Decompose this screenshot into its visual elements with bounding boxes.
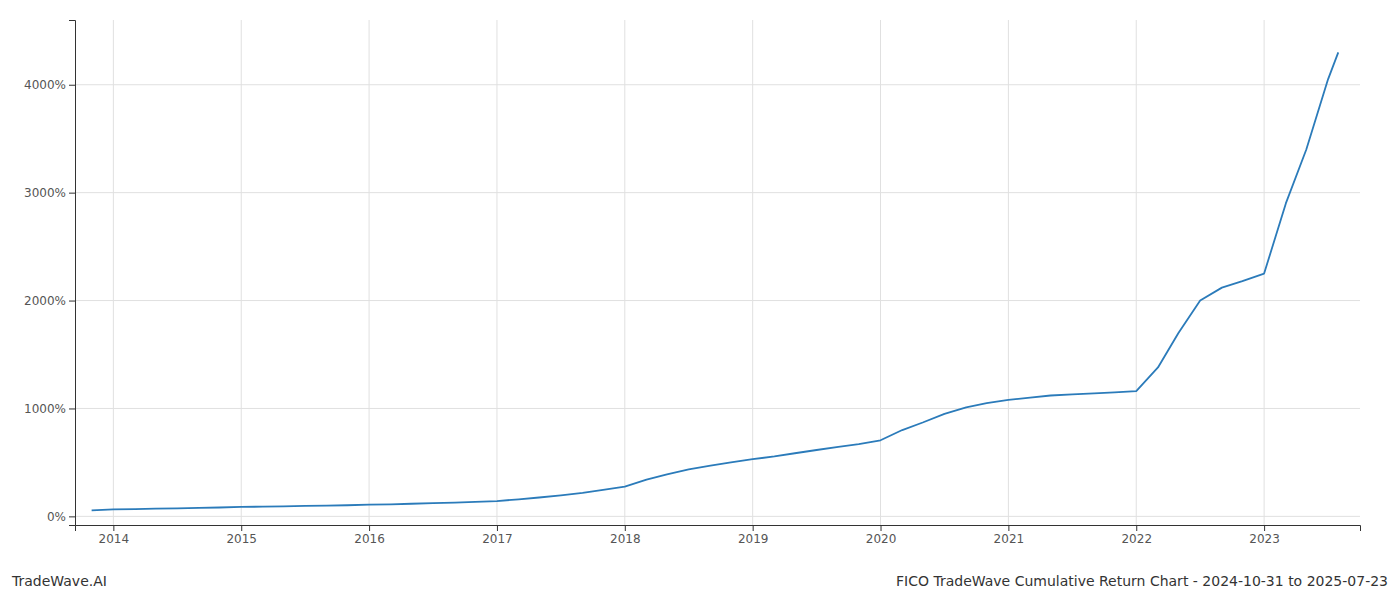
y-tick: 4000% — [24, 78, 75, 92]
title: FICO TradeWave Cumulative Return Chart -… — [896, 573, 1388, 589]
x-tick-mark — [1136, 525, 1137, 531]
y-tick-label: 0% — [47, 510, 66, 524]
x-grid-line — [369, 20, 370, 525]
x-tick-mark — [625, 525, 626, 531]
y-tick-label: 4000% — [24, 78, 66, 92]
x-grid-line — [880, 20, 881, 525]
y-grid-line — [75, 516, 1360, 517]
watermark: TradeWave.AI — [11, 573, 107, 589]
x-tick-mark — [113, 525, 114, 531]
line — [92, 52, 1339, 510]
x-tick-label: 2021 — [994, 532, 1025, 546]
y-grid-line — [75, 192, 1360, 193]
x-tick-mark — [241, 525, 242, 531]
x-tick-mark — [1008, 525, 1009, 531]
x-tick-mark — [369, 525, 370, 531]
x-tick: 2019 — [738, 525, 769, 546]
y-tick: 0% — [47, 510, 75, 524]
x-axis-line — [76, 526, 1361, 532]
x-tick: 2014 — [99, 525, 130, 546]
x-tick-label: 2018 — [610, 532, 641, 546]
x-tick-mark — [881, 525, 882, 531]
x-tick-mark — [753, 525, 754, 531]
x-tick-label: 2017 — [482, 532, 513, 546]
x-tick: 2020 — [866, 525, 897, 546]
y-tick-mark — [69, 301, 75, 302]
x-tick: 2016 — [354, 525, 385, 546]
x-tick-label: 2019 — [738, 532, 769, 546]
x-axis: 2014 2015 2016 2017 2018 2019 2020 2021 2022 2023 — [76, 525, 1361, 546]
x-tick: 2017 — [482, 525, 513, 546]
grid — [75, 20, 1360, 525]
x-tick-mark — [497, 525, 498, 531]
x-tick-label: 2022 — [1121, 532, 1152, 546]
x-grid-line — [113, 20, 114, 525]
x-tick-label: 2014 — [99, 532, 130, 546]
x-tick-mark — [1264, 525, 1265, 531]
y-tick-mark — [69, 193, 75, 194]
x-tick: 2018 — [610, 525, 641, 546]
y-tick: 1000% — [24, 402, 75, 416]
y-tick-mark — [69, 408, 75, 409]
x-grid-line — [241, 20, 242, 525]
x-grid-line — [752, 20, 753, 525]
y-tick: 3000% — [24, 186, 75, 200]
x-tick: 2021 — [994, 525, 1025, 546]
y-grid-line — [75, 300, 1360, 301]
x-tick-label: 2016 — [354, 532, 385, 546]
x-grid-line — [496, 20, 497, 525]
y-tick-mark — [69, 516, 75, 517]
x-grid-line — [1136, 20, 1137, 525]
x-grid-line — [624, 20, 625, 525]
y-tick-label: 3000% — [24, 186, 66, 200]
x-tick-label: 2015 — [226, 532, 257, 546]
x-tick: 2022 — [1121, 525, 1152, 546]
chart: 2014 2015 2016 2017 2018 2019 2020 2021 2022 2023… — [0, 0, 1400, 600]
y-axis: 0% 1000% 2000% 3000% 4000% — [24, 21, 75, 526]
y-axis-line — [69, 21, 76, 526]
y-tick: 2000% — [24, 294, 75, 308]
y-tick-label: 2000% — [24, 294, 66, 308]
y-grid-line — [75, 84, 1360, 85]
y-grid-line — [75, 408, 1360, 409]
plot: 2014 2015 2016 2017 2018 2019 2020 2021 2022 2023… — [24, 20, 1360, 546]
x-grid-line — [1008, 20, 1009, 525]
x-tick-label: 2023 — [1249, 532, 1280, 546]
marks — [92, 52, 1339, 510]
x-tick: 2015 — [226, 525, 257, 546]
x-tick: 2023 — [1249, 525, 1280, 546]
x-tick-label: 2020 — [866, 532, 897, 546]
y-tick-label: 1000% — [24, 402, 66, 416]
y-tick-mark — [69, 85, 75, 86]
